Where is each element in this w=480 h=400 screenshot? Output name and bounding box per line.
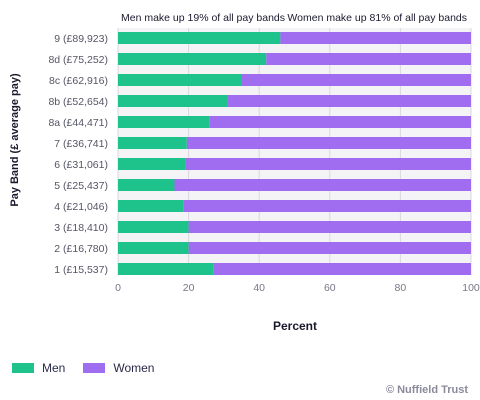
bar-men <box>118 179 175 191</box>
y-tick-labels: 9 (£89,923) 8d (£75,252) 8c (£62,916) 8b (£… <box>48 33 108 276</box>
y-tick-label: 8a (£44,471) <box>48 117 108 129</box>
bar-men <box>118 137 187 149</box>
x-tick-label: 0 <box>115 282 121 294</box>
bar-men <box>118 221 189 233</box>
bar-women <box>209 116 471 128</box>
y-tick-label: 9 (£89,923) <box>54 33 108 45</box>
legend-item-women: Women <box>83 361 154 375</box>
x-tick-labels: 0 20 40 60 80 100 <box>115 282 480 294</box>
legend-swatch-men <box>12 363 34 373</box>
bar-women <box>266 53 471 65</box>
y-tick-label: 4 (£21,046) <box>54 201 108 213</box>
bar-men <box>118 242 189 254</box>
annotation-men: Men make up 19% of all pay bands <box>121 12 285 24</box>
bar-women <box>185 158 471 170</box>
y-tick-label: 8b (£52,654) <box>48 96 108 108</box>
legend-swatch-women <box>83 363 106 373</box>
x-tick-label: 60 <box>324 282 336 294</box>
bar-men <box>118 53 267 65</box>
legend-item-men: Men <box>12 361 65 375</box>
annotation-women: Women make up 81% of all pay bands <box>287 12 467 24</box>
bar-men <box>118 95 228 107</box>
bar-men <box>118 74 242 86</box>
legend: Men Women <box>12 361 172 375</box>
bar-women <box>280 32 471 44</box>
bar-women <box>241 74 471 86</box>
bar-women <box>213 263 471 275</box>
bar-men <box>118 32 281 44</box>
y-tick-label: 8d (£75,252) <box>48 54 108 66</box>
gridlines <box>117 28 472 275</box>
y-axis-title: Pay Band (£ average pay) <box>9 73 21 207</box>
plot-background <box>118 28 471 275</box>
y-tick-label: 2 (£16,780) <box>54 243 108 255</box>
bars <box>118 32 472 275</box>
bar-women <box>227 95 471 107</box>
bar-men <box>118 158 186 170</box>
y-tick-label: 7 (£36,741) <box>54 138 108 150</box>
x-tick-label: 100 <box>462 282 480 294</box>
y-tick-label: 1 (£15,537) <box>54 264 108 276</box>
bar-women <box>186 137 471 149</box>
x-tick-label: 40 <box>253 282 265 294</box>
x-tick-label: 20 <box>183 282 195 294</box>
bar-women <box>188 221 471 233</box>
bar-men <box>118 263 214 275</box>
bar-women <box>188 242 471 254</box>
y-tick-label: 6 (£31,061) <box>54 159 108 171</box>
y-tick-label: 8c (£62,916) <box>49 75 108 87</box>
x-tick-label: 80 <box>395 282 407 294</box>
credit: © Nuffield Trust <box>385 384 468 396</box>
y-tick-label: 5 (£25,437) <box>54 180 108 192</box>
bar-men <box>118 116 210 128</box>
x-axis-title: Percent <box>273 319 317 333</box>
bar-men <box>118 200 184 212</box>
bar-women <box>174 179 472 191</box>
y-tick-label: 3 (£18,410) <box>54 222 108 234</box>
legend-label-men: Men <box>42 361 66 375</box>
legend-label-women: Women <box>113 361 155 375</box>
bar-women <box>183 200 471 212</box>
